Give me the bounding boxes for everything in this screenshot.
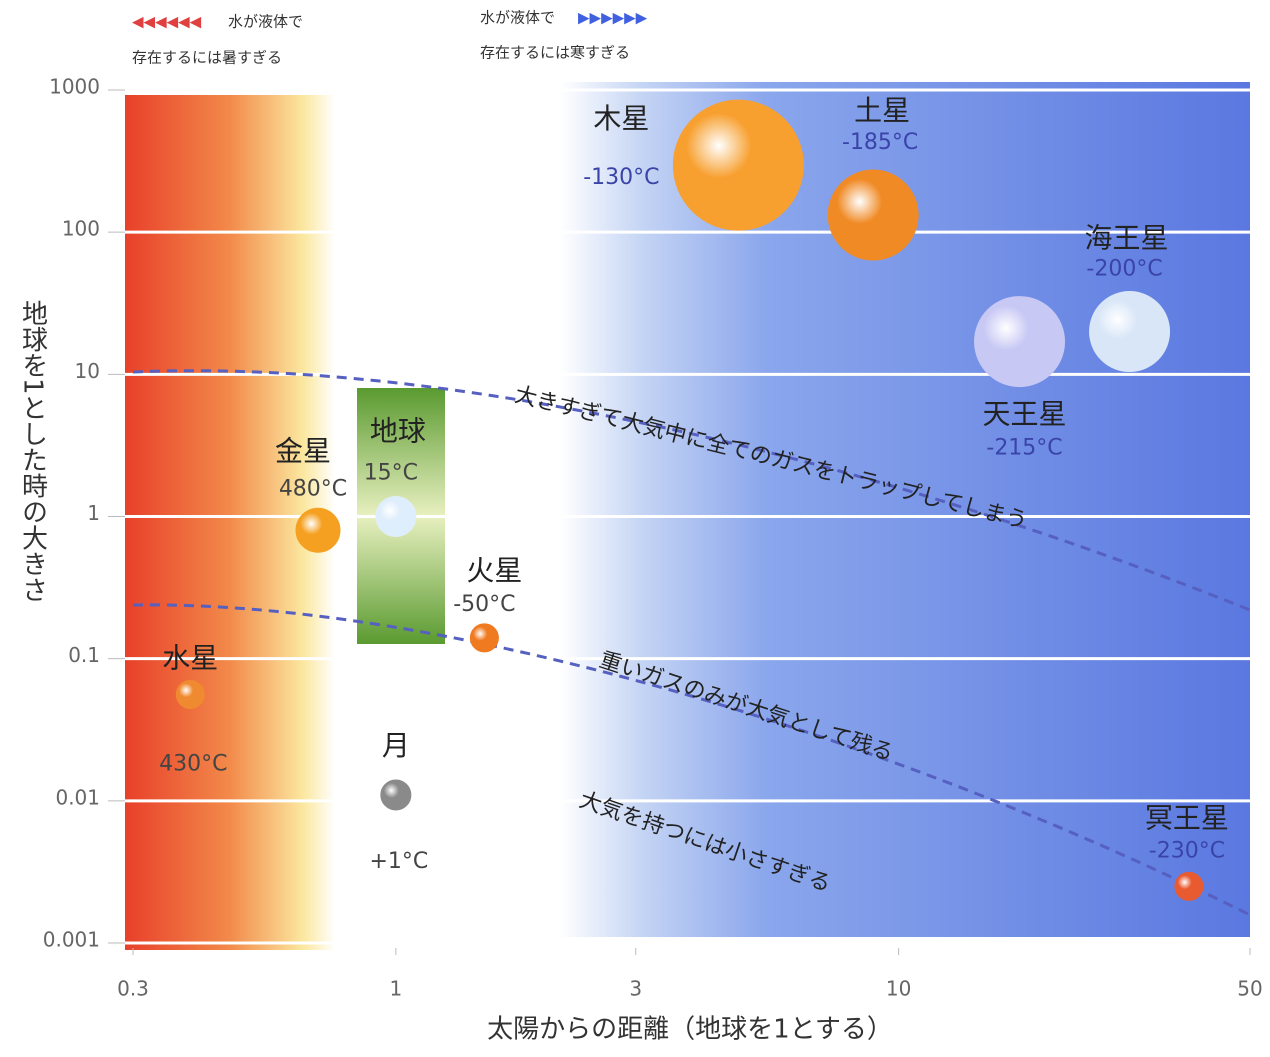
note: 水が液体で [480,9,555,27]
x-tick-label: 0.3 [117,977,149,1001]
planet-temperature: 480°C [279,476,347,501]
y-tick-label: 100 [62,217,100,241]
boundary-curve [132,369,1251,612]
planet-name: 火星 [466,554,522,587]
planet-name: 月 [382,729,410,762]
planet-name: 冥王星 [1145,801,1229,834]
note: 存在するには暑すぎる [132,49,282,67]
y-tick-label: 0.001 [43,928,100,952]
planet-name: 地球 [370,415,426,448]
planet [380,779,412,811]
note: 水が液体で [228,13,303,31]
planet [1174,871,1204,901]
planet-temperature: -130°C [583,165,659,190]
y-tick-label: 10 [75,359,100,383]
planet-temperature: -50°C [453,592,515,617]
x-tick-label: 50 [1237,977,1262,1001]
note-arrow: ▶▶▶▶▶▶ [578,9,648,27]
note-arrow: ◀◀◀◀◀◀ [132,13,202,31]
planet-name: 土星 [854,94,910,127]
planet-temperature: 15°C [364,461,418,486]
x-tick-label: 1 [390,977,403,1001]
planet [1089,291,1171,373]
x-tick-label: 3 [629,977,642,1001]
planet-temperature: +1°C [369,849,428,874]
planet-temperature: -185°C [842,130,918,155]
planet [469,623,499,653]
points: 水星 430°C 金星 480°C 地球 15°C 月 +1°C 火星 -50°C 木星 -130°C… [159,94,1229,901]
planet-name: 海王星 [1085,222,1169,255]
grid: 0.001 0.01 0.1 1 10 100 1000 0.3 1 3 10 50 [43,75,1263,1001]
planet-name: 金星 [275,434,331,467]
planet-temperature: -200°C [1086,257,1162,282]
planet [175,679,205,709]
x-tick-label: 10 [886,977,911,1001]
planet-temperature: -230°C [1149,838,1225,863]
planet [974,296,1066,388]
y-tick-label: 0.01 [55,785,100,809]
planet-name: 天王星 [983,398,1067,431]
note: 存在するには寒すぎる [480,44,630,62]
y-tick-label: 0.1 [68,643,100,667]
y-tick-label: 1 [87,501,100,525]
planet-temperature: 430°C [159,751,227,776]
boundary-curve [132,603,1251,917]
planet [375,496,417,537]
planet-name: 水星 [162,641,218,674]
planet-temperature: -215°C [986,436,1062,461]
y-axis-label: 地球を1とした時の大きさ [18,300,48,603]
x-axis-label: 太陽からの距離（地球を1とする） [487,1015,893,1045]
planet-name: 木星 [593,102,649,135]
y-tick-label: 1000 [49,75,100,99]
planet [672,99,804,231]
planet [827,169,919,261]
planet [295,507,341,553]
